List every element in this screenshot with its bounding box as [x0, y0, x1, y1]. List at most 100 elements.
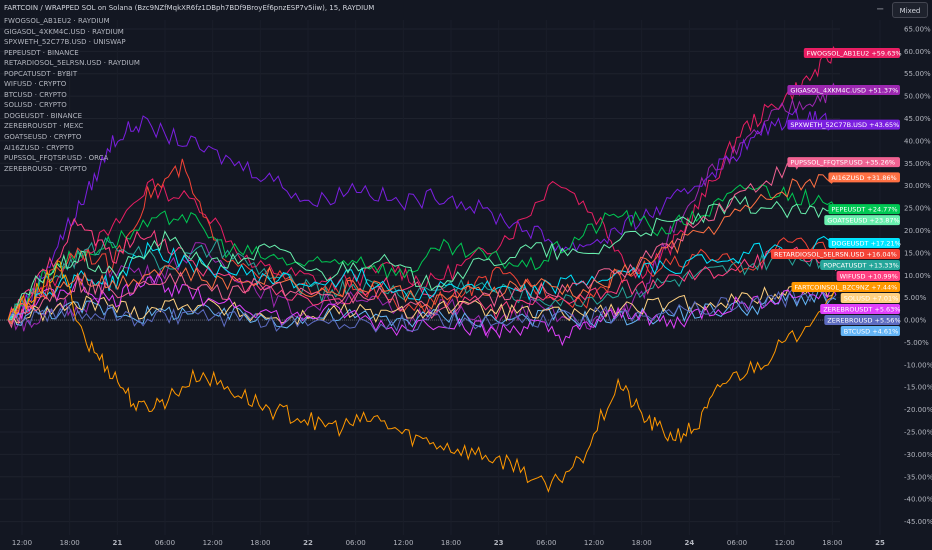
legend-item[interactable]: GOATSEUSD · CRYPTO	[4, 133, 82, 142]
y-tick-label: 0.00%	[904, 317, 927, 325]
series-value-label: PEPEUSDT +24.77%	[831, 206, 897, 214]
series-value-tag	[803, 48, 900, 59]
x-tick-label: 18:00	[441, 539, 461, 547]
series-value-tag	[828, 204, 900, 215]
x-tick-label: 06:00	[346, 539, 366, 547]
y-tick-label: -25.00%	[904, 429, 932, 437]
series-line	[7, 217, 837, 321]
series-value-label: ZEREBROUSDT +5.63%	[823, 305, 900, 313]
x-tick-label: 12:00	[203, 539, 223, 547]
y-tick-label: -10.00%	[904, 361, 932, 369]
x-tick-label: 06:00	[727, 539, 747, 547]
legend-item[interactable]: SPXWETH_52C77B.USD · UNISWAP	[4, 38, 126, 47]
y-tick-label: -20.00%	[904, 406, 932, 414]
legend-item[interactable]: POPCATUSDT · BYBIT	[4, 69, 78, 78]
y-tick-label: -45.00%	[904, 518, 932, 526]
series-line	[7, 287, 837, 333]
y-tick-label: 20.00%	[904, 227, 931, 235]
legend: FWOGSOL_AB1EU2 · RAYDIUM GIGASOL_4XKM4C.U…	[4, 16, 140, 174]
series-value-tag	[787, 119, 900, 130]
series-line	[7, 237, 837, 326]
legend-item[interactable]: BTCUSD · CRYPTO	[4, 90, 67, 99]
scale-mode-button[interactable]: Mixed	[892, 2, 928, 18]
x-tick-label: 18:00	[632, 539, 652, 547]
legend-item[interactable]: ZEREBROUSD · CRYPTO	[4, 164, 87, 173]
y-tick-label: 60.00%	[904, 48, 931, 56]
legend-item[interactable]: PUPSSOL_FFQTSP.USD · ORCA	[4, 154, 109, 163]
x-tick-label: 12:00	[12, 539, 32, 547]
x-tick-label: 06:00	[155, 539, 175, 547]
chart-title: FARTCOIN / WRAPPED SOL on Solana (Bzc9NZ…	[4, 4, 375, 12]
series-value-label: RETARDIOSOL_5ELRSN.USD +16.04%	[774, 250, 897, 258]
y-tick-label: 50.00%	[904, 93, 931, 101]
series-line	[7, 195, 837, 321]
x-tick-label: 12:00	[393, 539, 413, 547]
x-tick-label: 25	[875, 539, 885, 547]
series-line	[7, 174, 837, 325]
y-tick-label: 45.00%	[904, 115, 931, 123]
series-value-tag	[791, 281, 900, 292]
series-value-label: POPCATUSDT +13.33%	[823, 261, 899, 269]
series-value-label: PUPSSOL_FFQTSP.USD +35.26%	[790, 159, 895, 167]
series-value-tag	[824, 215, 900, 226]
x-tick-label: 18:00	[250, 539, 270, 547]
series-value-tag	[824, 314, 900, 325]
legend-item[interactable]: WIFUSD · CRYPTO	[4, 80, 67, 89]
series-value-label: BTCUSD +4.61%	[844, 327, 899, 335]
series-value-label: SOLUSD +7.01%	[844, 294, 899, 302]
x-tick-label: 12:00	[775, 539, 795, 547]
series-value-label: GOATSEUSD +23.87%	[827, 217, 899, 225]
series-line	[7, 235, 837, 321]
series-value-tag	[771, 248, 900, 259]
y-tick-label: 40.00%	[904, 137, 931, 145]
legend-item[interactable]: FWOGSOL_AB1EU2 · RAYDIUM	[4, 17, 110, 25]
legend-item[interactable]: SOLUSD · CRYPTO	[4, 101, 67, 110]
y-tick-label: 25.00%	[904, 205, 931, 213]
series-value-tag	[820, 259, 900, 270]
legend-item[interactable]: RETARDIOSOL_5ELRSN.USD · RAYDIUM	[4, 59, 140, 68]
series-value-label: FARTCOINSOL_BZC9NZ +7.44%	[795, 283, 898, 291]
series-value-label: GIGASOL_4XKM4C.USD +51.37%	[790, 86, 898, 94]
y-tick-label: -40.00%	[904, 496, 932, 504]
y-tick-label: 65.00%	[904, 25, 931, 33]
y-tick-label: 35.00%	[904, 160, 931, 168]
series-value-label: AI16ZUSD +31.86%	[831, 174, 896, 182]
series-value-tag	[787, 157, 900, 168]
series-line	[7, 157, 837, 329]
series-value-tag	[828, 237, 900, 248]
minimize-button[interactable]: −	[876, 4, 885, 15]
y-tick-label: 15.00%	[904, 249, 931, 257]
legend-item[interactable]: ZEREBROUSDT · MEXC	[4, 122, 84, 131]
series-value-tag	[836, 270, 900, 281]
y-tick-label: 5.00%	[904, 294, 927, 302]
series-value-label: DOGEUSDT +17.21%	[831, 239, 900, 247]
y-tick-label: 10.00%	[904, 272, 931, 280]
x-tick-label: 22	[303, 539, 313, 547]
series-value-label: FWOGSOL_AB1EU2 +59.63%	[807, 50, 902, 58]
series-line	[7, 273, 837, 347]
y-tick-label: -35.00%	[904, 473, 932, 481]
series-value-tag	[840, 292, 900, 303]
y-tick-label: 30.00%	[904, 182, 931, 190]
x-tick-label: 06:00	[536, 539, 556, 547]
legend-item[interactable]: PEPEUSDT · BINANCE	[4, 48, 79, 57]
series-value-label: ZEREBROUSD +5.56%	[827, 316, 900, 324]
series-value-tag	[820, 303, 900, 314]
series-value-label: SPXWETH_52C77B.USD +43.65%	[790, 121, 899, 129]
x-tick-label: 21	[112, 539, 122, 547]
y-tick-label: -5.00%	[904, 339, 929, 347]
legend-item[interactable]: AI16ZUSD · CRYPTO	[4, 143, 74, 152]
series-line	[7, 259, 837, 493]
series-line	[7, 108, 837, 321]
series-line	[7, 282, 837, 326]
x-tick-label: 18:00	[822, 539, 842, 547]
legend-item[interactable]: GIGASOL_4XKM4C.USD · RAYDIUM	[4, 27, 124, 36]
y-tick-label: 55.00%	[904, 70, 931, 78]
y-tick-label: -15.00%	[904, 384, 932, 392]
series-line	[7, 184, 837, 321]
y-tick-label: -30.00%	[904, 451, 932, 459]
series-value-tag	[787, 84, 900, 95]
x-tick-label: 23	[494, 539, 504, 547]
legend-item[interactable]: DOGEUSDT · BINANCE	[4, 111, 83, 120]
